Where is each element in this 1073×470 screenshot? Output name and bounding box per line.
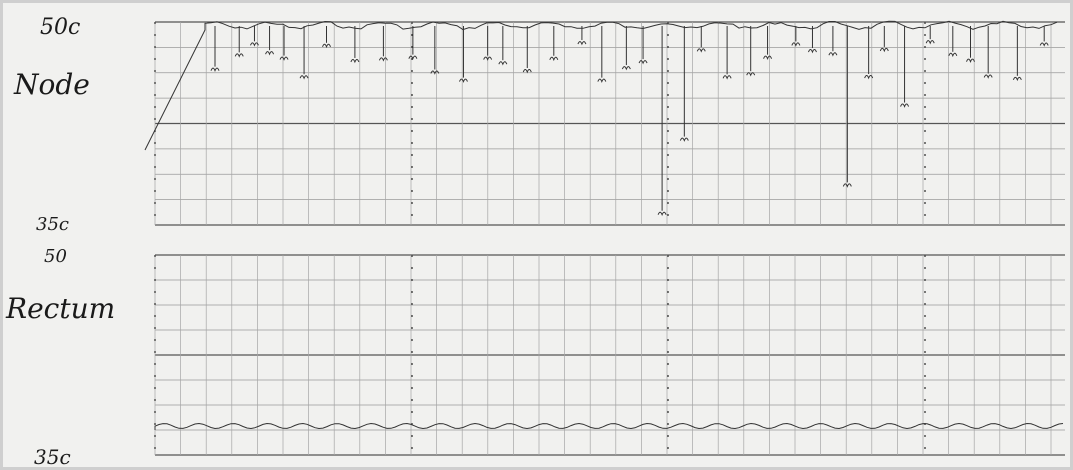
upper-min-label: 35c [36,214,69,235]
lower-channel-label: Rectum [5,292,115,325]
upper-channel-label: Node [13,68,90,101]
paper [0,0,1073,470]
lower-max-label: 50 [44,246,67,267]
upper-max-label: 50c [40,15,80,40]
lower-min-label: 35c [34,445,71,469]
strip-chart-scan: 50c Node 35c 50 Rectum 35c [0,0,1073,470]
